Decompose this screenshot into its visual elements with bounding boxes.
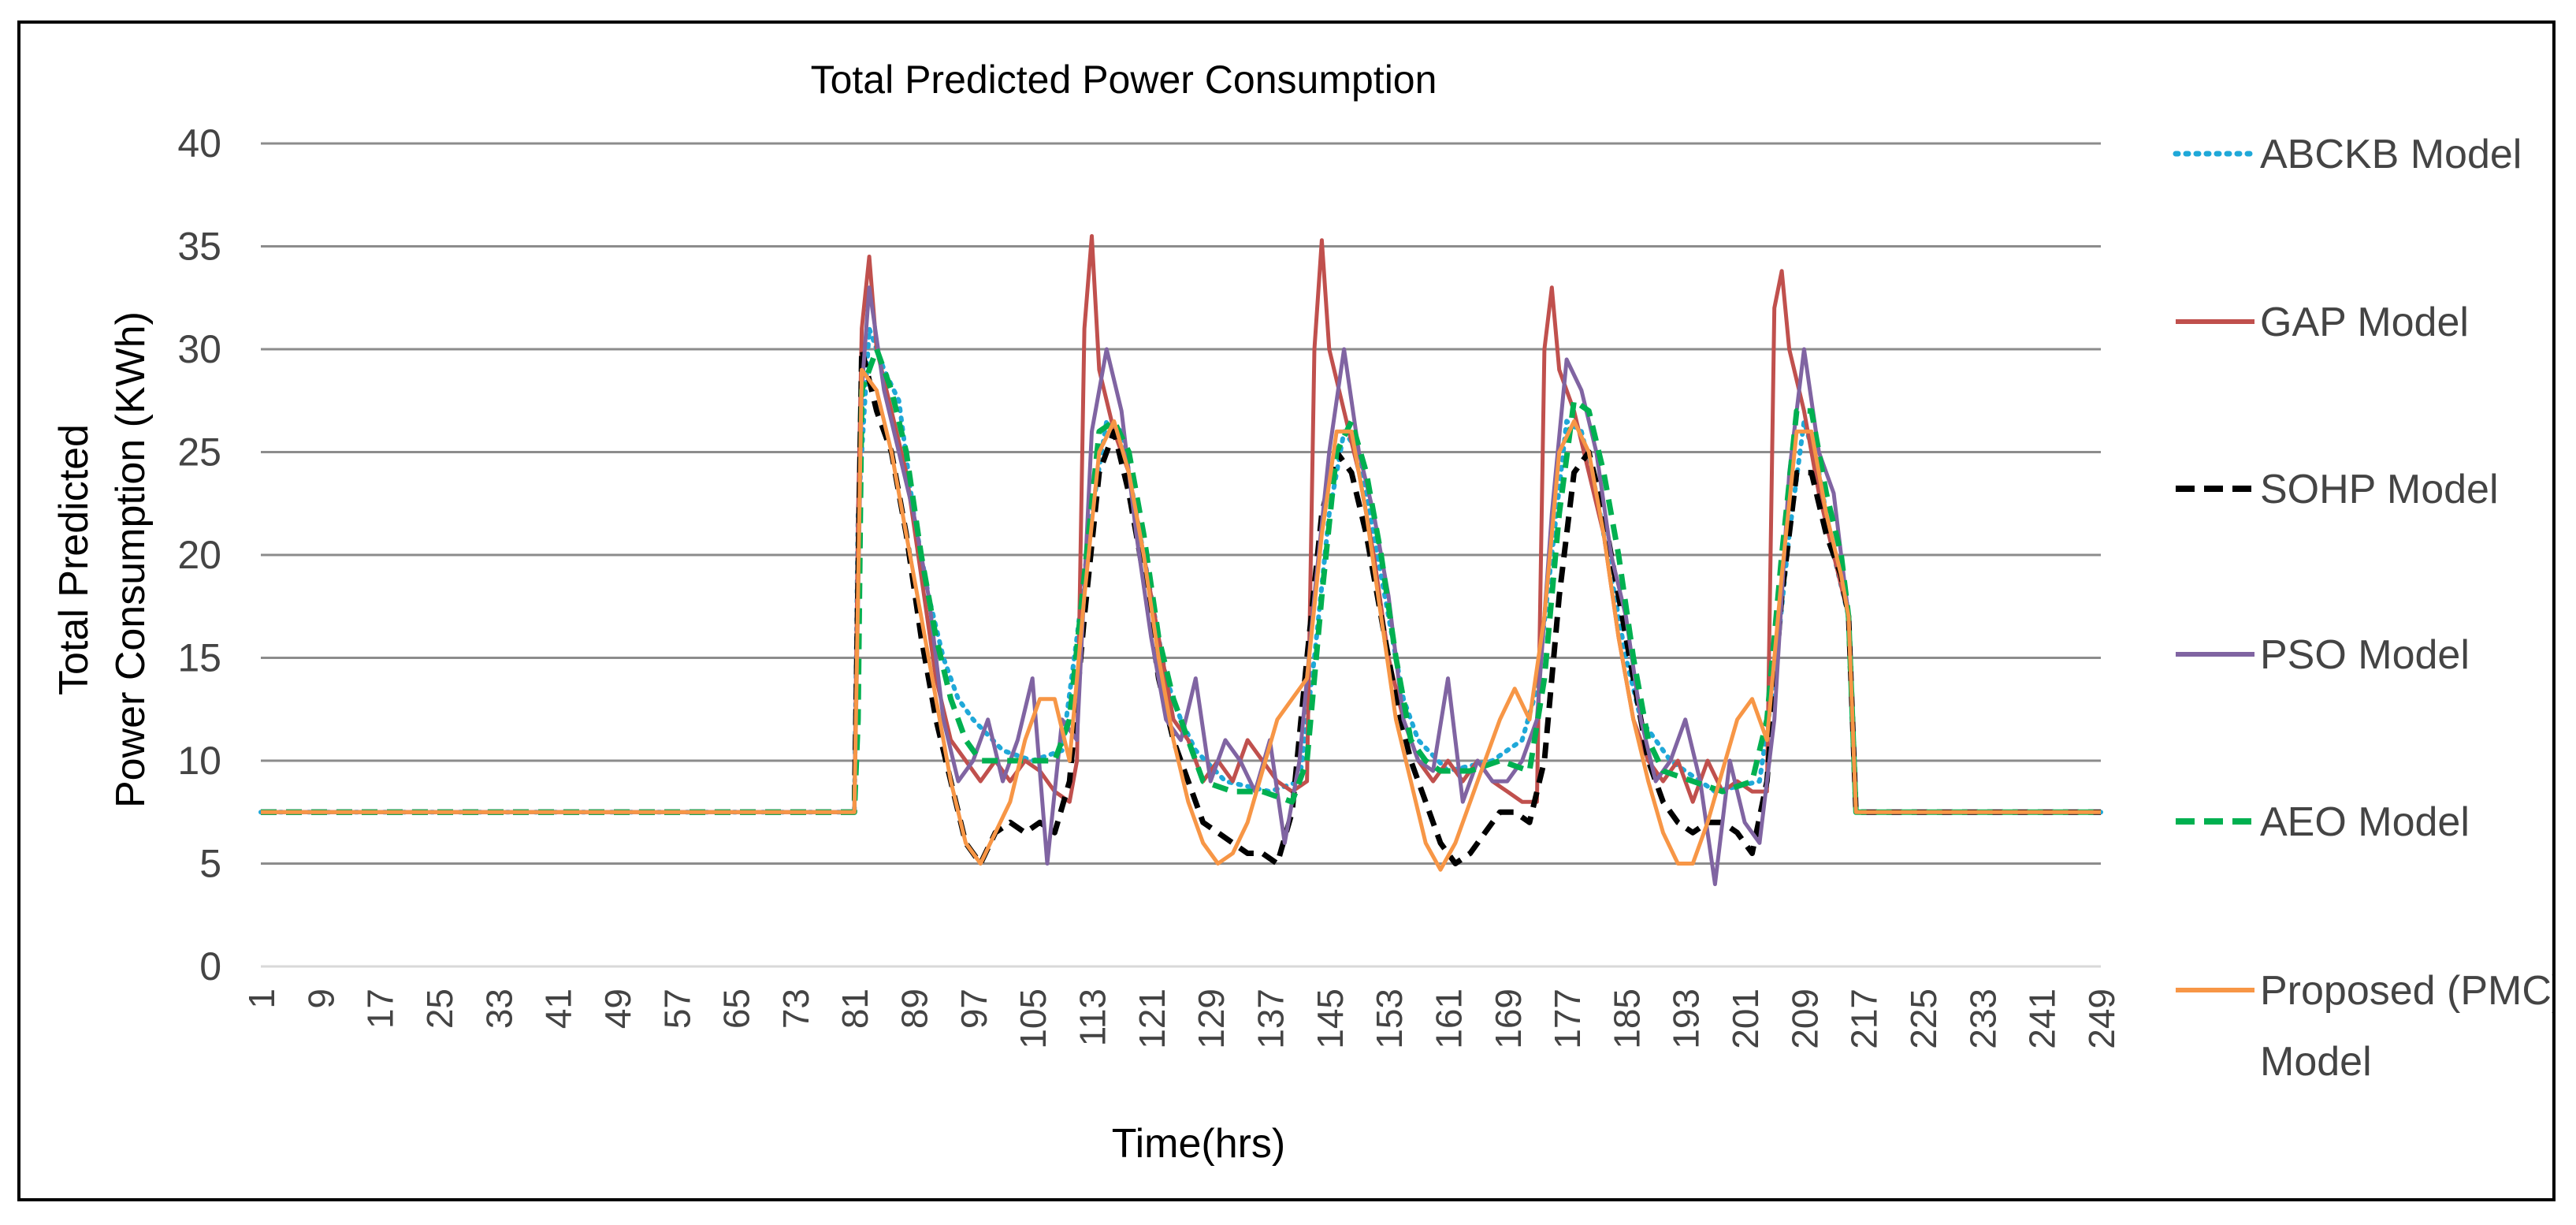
x-tick-label: 41 xyxy=(538,989,579,1029)
x-tick-label: 249 xyxy=(2081,989,2122,1049)
x-tick-label: 73 xyxy=(775,989,816,1029)
x-tick-label: 25 xyxy=(419,989,460,1029)
series-line-proposed-pmc-model xyxy=(261,367,2101,872)
x-tick-label: 17 xyxy=(360,989,401,1029)
x-tick-label: 129 xyxy=(1191,989,1232,1049)
x-tick-label: 225 xyxy=(1903,989,1944,1049)
x-tick-label: 209 xyxy=(1784,989,1825,1049)
x-tick-label: 81 xyxy=(835,989,875,1029)
series-line-sohp-model xyxy=(261,346,2101,866)
legend-label: Proposed (PMC) xyxy=(2260,968,2552,1014)
series-line-pso-model xyxy=(261,285,2101,887)
x-tick-label: 169 xyxy=(1488,989,1529,1049)
y-tick-label: 35 xyxy=(177,225,221,269)
legend-label: SOHP Model xyxy=(2260,467,2499,512)
y-axis-title: Total Predicted Power Consumption (KWh) xyxy=(51,311,154,808)
x-tick-label: 105 xyxy=(1013,989,1054,1049)
y-tick-label: 0 xyxy=(199,944,221,989)
x-tick-label: 113 xyxy=(1072,989,1113,1046)
x-tick-label: 137 xyxy=(1250,989,1291,1049)
x-tick-label: 233 xyxy=(1962,989,2003,1049)
axes: 0 5 10 15 20 25 30 35 40 1 9 17 25 33 41 49 57 65 73 81 89 97… xyxy=(177,121,2122,1049)
x-tick-label: 1 xyxy=(241,989,282,1009)
x-tick-label: 153 xyxy=(1369,989,1410,1049)
x-tick-label: 33 xyxy=(478,989,519,1029)
legend-label: PSO Model xyxy=(2260,632,2470,678)
x-tick-label: 89 xyxy=(894,989,935,1029)
x-axis-title: Time(hrs) xyxy=(1112,1121,1286,1167)
x-tick-label: 9 xyxy=(300,989,341,1009)
y-tick-label: 15 xyxy=(177,636,221,680)
y-axis-title-line-1: Total Predicted xyxy=(51,424,97,695)
x-tick-label: 177 xyxy=(1547,989,1588,1049)
x-tick-label: 49 xyxy=(597,989,638,1029)
x-tick-label: 201 xyxy=(1725,989,1766,1049)
gridlines xyxy=(261,142,2101,968)
x-tick-label: 97 xyxy=(953,989,994,1029)
x-tick-label: 161 xyxy=(1428,989,1469,1049)
y-tick-label: 20 xyxy=(177,533,221,577)
legend: ABCKB Model GAP Model SOHP Model PSO Model A… xyxy=(2173,132,2552,1085)
x-tick-label: 121 xyxy=(1132,989,1173,1049)
y-tick-label: 30 xyxy=(177,327,221,371)
y-tick-label: 10 xyxy=(177,739,221,783)
x-tick-label: 57 xyxy=(656,989,697,1029)
legend-label: GAP Model xyxy=(2260,300,2469,345)
series-line-aeo-model xyxy=(261,346,2101,815)
x-tick-label: 65 xyxy=(716,989,757,1029)
legend-label: Model xyxy=(2260,1039,2372,1085)
line-chart: 0 5 10 15 20 25 30 35 40 1 9 17 25 33 41 49 57 65 73 81 89 97… xyxy=(51,58,2552,1167)
chart-title: Total Predicted Power Consumption xyxy=(811,58,1437,102)
series-line-abckb-model xyxy=(258,326,2103,815)
x-tick-label: 193 xyxy=(1666,989,1707,1049)
y-axis-title-line-2: Power Consumption (KWh) xyxy=(108,311,154,808)
y-tick-label: 25 xyxy=(177,430,221,475)
x-tick-label: 185 xyxy=(1606,989,1647,1049)
x-tick-label: 217 xyxy=(1844,989,1885,1049)
chart-frame: 0 5 10 15 20 25 30 35 40 1 9 17 25 33 41 49 57 65 73 81 89 97… xyxy=(17,20,2556,1201)
x-tick-label: 145 xyxy=(1310,989,1351,1049)
x-tick-label: 241 xyxy=(2022,989,2063,1049)
y-tick-label: 40 xyxy=(177,121,221,166)
y-tick-label: 5 xyxy=(199,842,221,886)
series-lines xyxy=(258,234,2103,887)
legend-label: ABCKB Model xyxy=(2260,132,2522,177)
legend-label: AEO Model xyxy=(2260,799,2470,845)
